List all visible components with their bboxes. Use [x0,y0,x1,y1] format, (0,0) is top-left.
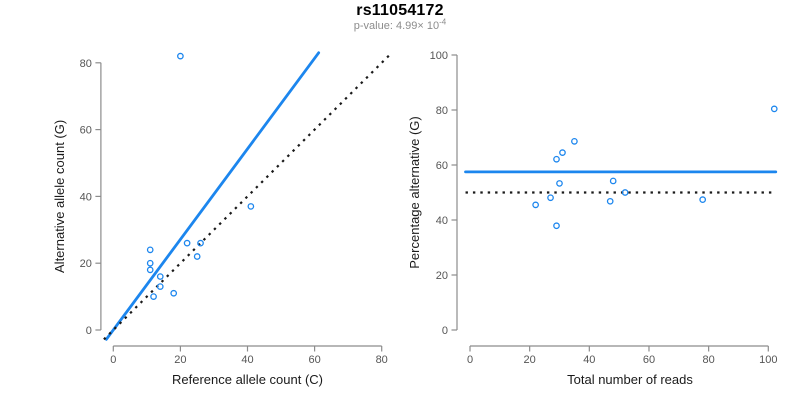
right-data-point [571,138,578,145]
left-data-point [146,266,154,274]
left-y-axis-title: Alternative allele count (G) [52,120,67,273]
left-solid-fit-line [104,51,321,341]
right-x-tick-label: 40 [583,354,595,366]
right-x-tick-label: 60 [643,354,655,366]
left-y-tick-label: 80 [80,58,92,70]
left-data-point [183,239,191,247]
right-data-point [559,149,566,156]
right-data-point [532,201,539,209]
right-y-tick-label: 60 [436,160,448,172]
right-data-point [609,177,617,185]
left-y-tick-label: 20 [80,258,92,270]
right-data-point [699,196,707,203]
left-dotted-reference-line [103,52,393,341]
right-y-axis-title: Percentage alternative (G) [407,116,422,268]
left-data-point [170,289,178,297]
left-data-point [146,259,154,267]
left-data-point [247,203,255,210]
left-x-tick-label: 40 [241,354,253,366]
left-data-point [150,293,157,300]
right-data-point [553,155,560,163]
right-y-tick-label: 40 [436,215,448,227]
left-y-tick-label: 0 [86,325,92,337]
left-data-point [156,273,164,280]
right-data-point [606,197,614,205]
right-y-tick-label: 0 [442,325,448,337]
left-data-point [197,239,204,247]
right-y-tick-label: 80 [436,105,448,117]
right-data-point [556,180,563,187]
right-data-point [553,222,560,230]
right-data-point [547,194,554,202]
left-x-tick-label: 80 [376,354,388,366]
left-data-point [146,246,154,254]
right-x-tick-label: 100 [759,354,777,366]
right-x-tick-label: 0 [467,354,473,366]
left-data-point [193,253,201,260]
left-data-point [177,52,184,60]
right-x-tick-label: 20 [524,354,536,366]
right-data-point [770,105,778,113]
left-x-tick-label: 0 [110,354,116,366]
right-x-tick-label: 80 [703,354,715,366]
left-data-point [156,283,164,290]
left-x-axis-title: Reference allele count (C) [172,372,323,387]
left-x-tick-label: 60 [308,354,320,366]
right-data-point [621,189,629,196]
left-y-tick-label: 40 [80,191,92,203]
right-y-tick-label: 20 [436,270,448,282]
left-y-tick-label: 60 [80,125,92,137]
right-x-axis-title: Total number of reads [567,372,693,387]
left-x-tick-label: 20 [174,354,186,366]
right-y-tick-label: 100 [430,50,448,62]
